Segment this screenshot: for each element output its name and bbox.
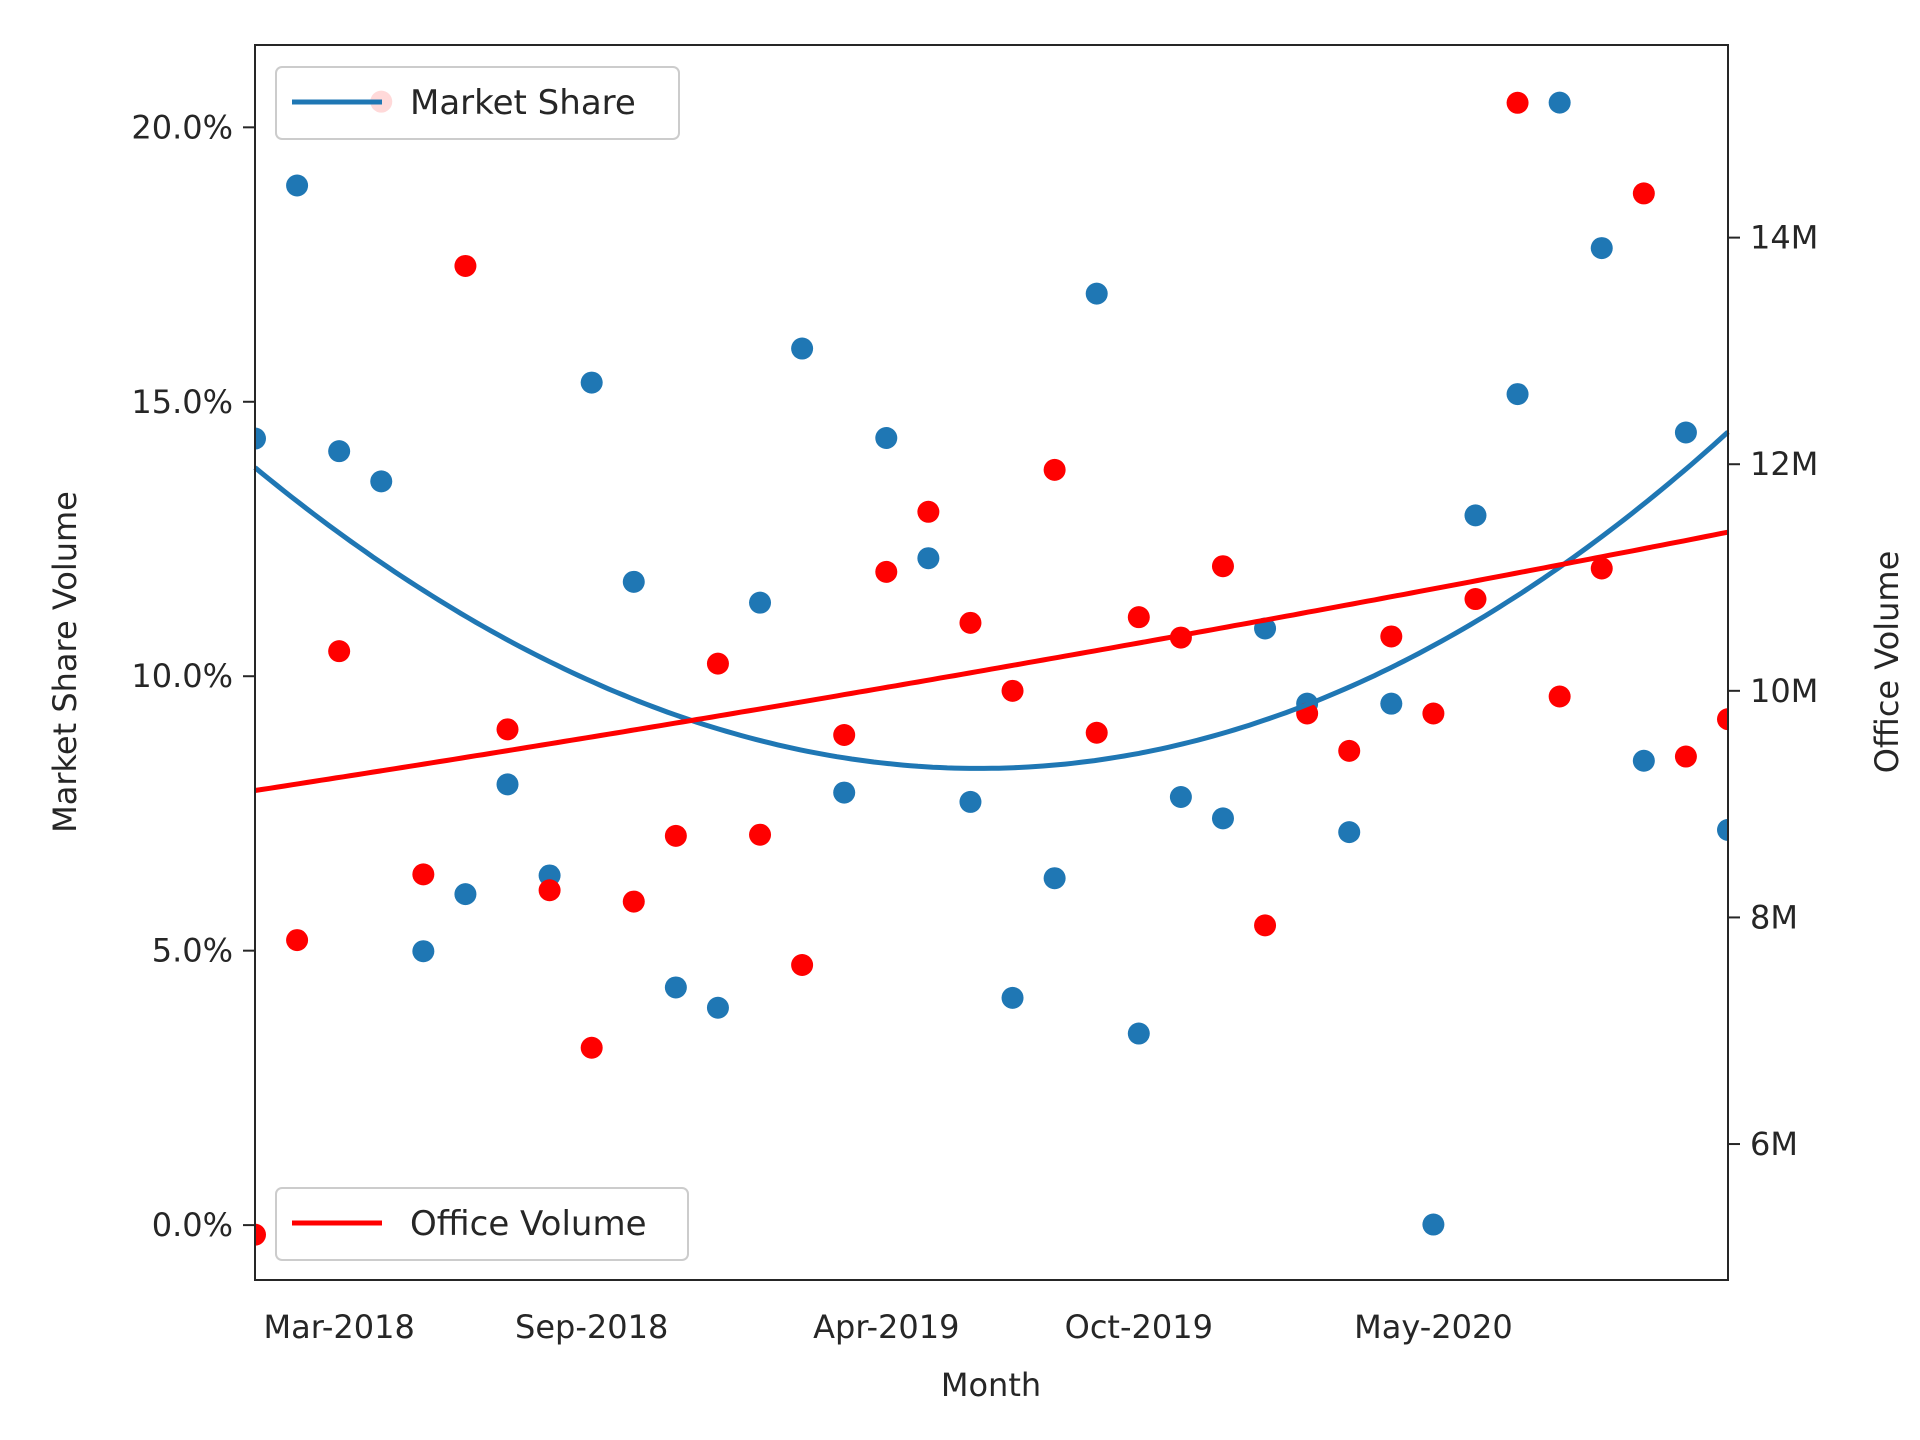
market-share-point: [1380, 692, 1403, 715]
office-volume-point: [412, 863, 435, 886]
market-share-point: [1338, 821, 1361, 844]
office-volume-point: [1127, 606, 1150, 629]
office-volume-point: [791, 954, 814, 977]
office-volume-point: [496, 718, 519, 741]
office-volume-point: [1211, 555, 1234, 578]
office-volume-point: [664, 824, 687, 847]
market-share-point: [917, 547, 940, 570]
office-volume-point: [1043, 458, 1066, 481]
market-share-point: [791, 337, 814, 360]
market-share-point: [959, 790, 982, 813]
market-share-point: [1548, 91, 1571, 114]
market-share-point: [1001, 986, 1024, 1009]
left-tick-label: 0.0%: [152, 1206, 233, 1244]
market-share-point: [622, 570, 645, 593]
office-volume-point: [1001, 679, 1024, 702]
market-share-point: [286, 174, 309, 197]
office-volume-point: [1464, 588, 1487, 611]
market-share-point: [1506, 383, 1529, 406]
office-volume-point: [1590, 557, 1613, 580]
market-share-point: [749, 591, 772, 614]
market-share-point: [1422, 1213, 1445, 1236]
left-tick-label: 5.0%: [152, 932, 233, 970]
right-tick-label: 6M: [1750, 1125, 1798, 1163]
market-share-point: [706, 996, 729, 1019]
market-share-point: [1127, 1022, 1150, 1045]
market-share-point: [1590, 237, 1613, 260]
office-volume-point: [1254, 914, 1277, 937]
office-volume-point: [454, 254, 477, 277]
office-volume-points: [255, 90, 1728, 1246]
left-tick-label: 10.0%: [131, 657, 233, 695]
market-share-point: [580, 371, 603, 394]
market-share-point: [1632, 749, 1655, 772]
market-share-point: [255, 427, 266, 450]
office-volume-point: [286, 929, 309, 952]
legend-label-office-volume: Office Volume: [410, 1204, 647, 1244]
market-share-point: [664, 976, 687, 999]
market-share-point: [370, 470, 393, 493]
office-volume-trend-line: [254, 529, 1729, 793]
right-tick-label: 12M: [1750, 445, 1818, 483]
left-axis-ticks: 0.0% 5.0% 10.0% 15.0% 20.0%: [131, 108, 255, 1244]
x-tick-label: Mar-2018: [264, 1308, 415, 1346]
plot-area: [255, 45, 1728, 1280]
office-volume-point: [1717, 708, 1728, 731]
x-axis-label: Month: [941, 1366, 1041, 1404]
x-tick-label: Oct-2019: [1065, 1308, 1213, 1346]
market-share-point: [454, 883, 477, 906]
office-volume-point: [917, 500, 940, 523]
office-volume-point: [1548, 685, 1571, 708]
market-share-point: [496, 773, 519, 796]
office-volume-point: [833, 724, 856, 747]
market-share-point: [328, 440, 351, 463]
x-tick-label: May-2020: [1354, 1308, 1513, 1346]
office-volume-point: [328, 640, 351, 663]
legend-market-share: Market Share: [275, 66, 680, 140]
office-volume-point: [749, 823, 772, 846]
office-volume-point: [1674, 745, 1697, 768]
x-tick-label: Apr-2019: [813, 1308, 959, 1346]
office-volume-point: [875, 560, 898, 583]
market-share-point: [1211, 807, 1234, 830]
market-share-point: [1169, 785, 1192, 808]
market-share-point: [1717, 818, 1728, 841]
market-share-point: [1674, 421, 1697, 444]
office-volume-point: [538, 879, 561, 902]
market-share-point: [1043, 867, 1066, 890]
market-share-point: [833, 781, 856, 804]
x-tick-label: Sep-2018: [515, 1308, 668, 1346]
right-axis-ticks: 6M 8M 10M 12M 14M: [1728, 219, 1818, 1163]
market-share-point: [875, 427, 898, 450]
office-volume-point: [622, 890, 645, 913]
office-volume-point: [1506, 91, 1529, 114]
right-tick-label: 14M: [1750, 219, 1818, 257]
office-volume-point: [706, 652, 729, 675]
office-volume-point: [959, 611, 982, 634]
left-axis-label: Market Share Volume: [46, 491, 84, 833]
market-share-point: [1085, 282, 1108, 305]
left-tick-label: 20.0%: [131, 108, 233, 146]
right-axis-label: Office Volume: [1868, 551, 1906, 774]
right-tick-label: 10M: [1750, 672, 1818, 710]
office-volume-point: [1338, 739, 1361, 762]
office-volume-point: [580, 1036, 603, 1059]
plot-frame: [254, 44, 1729, 1281]
left-tick-label: 15.0%: [131, 383, 233, 421]
market-share-point: [412, 940, 435, 963]
office-volume-point: [1422, 702, 1445, 725]
office-volume-point: [1085, 721, 1108, 744]
legend-office-volume: Office Volume: [275, 1187, 689, 1261]
x-axis-ticks: Mar-2018 Sep-2018 Apr-2019 Oct-2019 May-2020: [264, 1308, 1513, 1346]
right-tick-label: 8M: [1750, 898, 1798, 936]
market-share-trend-line: [253, 430, 1730, 771]
office-volume-point: [1380, 625, 1403, 648]
office-volume-point: [255, 1223, 266, 1246]
market-share-point: [1464, 504, 1487, 527]
office-volume-point: [1632, 182, 1655, 205]
legend-label-market-share: Market Share: [410, 83, 636, 123]
